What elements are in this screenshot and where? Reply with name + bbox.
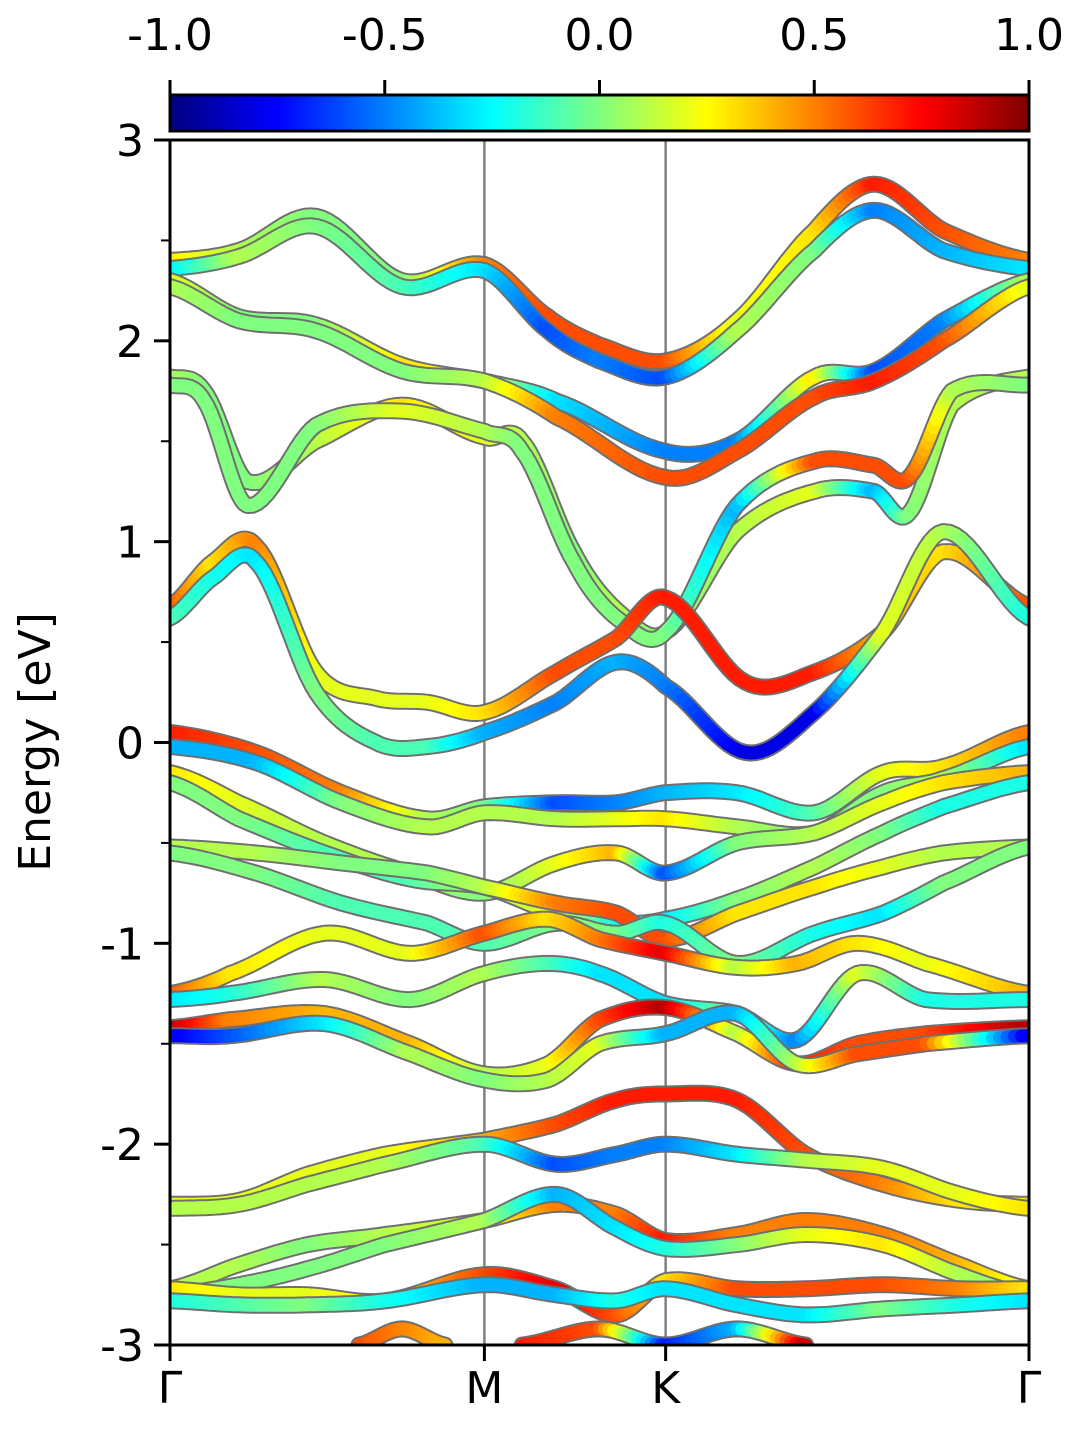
- y-tick-label: -2: [100, 1120, 144, 1171]
- y-tick-label: -1: [100, 919, 144, 970]
- y-axis-title: Energy [eV]: [10, 612, 61, 872]
- band-6: [170, 374, 1029, 648]
- band-20: [170, 1135, 1029, 1217]
- x-tick-label: Γ: [158, 1363, 183, 1414]
- band-8: [170, 523, 1029, 762]
- y-tick-label: 2: [116, 317, 144, 368]
- colorbar-tick-label: -1.0: [127, 10, 213, 61]
- band-2: [170, 201, 1029, 387]
- y-tick-label: -3: [100, 1321, 144, 1372]
- band-16: [170, 954, 1029, 1050]
- colorbar: -1.0 -0.5 0.0 0.5 1.0: [127, 10, 1064, 133]
- bands: [170, 175, 1029, 1345]
- y-tick-label: 0: [116, 719, 144, 770]
- band-11: [170, 764, 1029, 902]
- y-axis-ticks: -3 -2 -1 0 1 2 3: [100, 116, 170, 1372]
- band-9: [170, 724, 1029, 828]
- band-24: [170, 1276, 1029, 1324]
- plot-area: -3 -2 -1 0 1 2 3 Γ M K Γ: [100, 116, 1042, 1414]
- colorbar-tick-label: 0.0: [565, 10, 635, 61]
- band-18: [170, 1004, 1029, 1093]
- y-tick-label: 3: [116, 116, 144, 167]
- colorbar-tick-label: 1.0: [994, 10, 1064, 61]
- colorbar-gradient: [168, 93, 1031, 133]
- colorbar-tick-label: -0.5: [342, 10, 428, 61]
- y-tick-label: 1: [116, 518, 144, 569]
- colorbar-tick-label: 0.5: [779, 10, 849, 61]
- x-tick-label: Γ: [1017, 1363, 1042, 1414]
- colorbar-ticks: -1.0 -0.5 0.0 0.5 1.0: [127, 10, 1064, 95]
- x-tick-label: M: [465, 1363, 503, 1414]
- band-15: [170, 910, 1029, 1002]
- x-tick-label: K: [651, 1363, 681, 1414]
- band-4: [170, 278, 1029, 487]
